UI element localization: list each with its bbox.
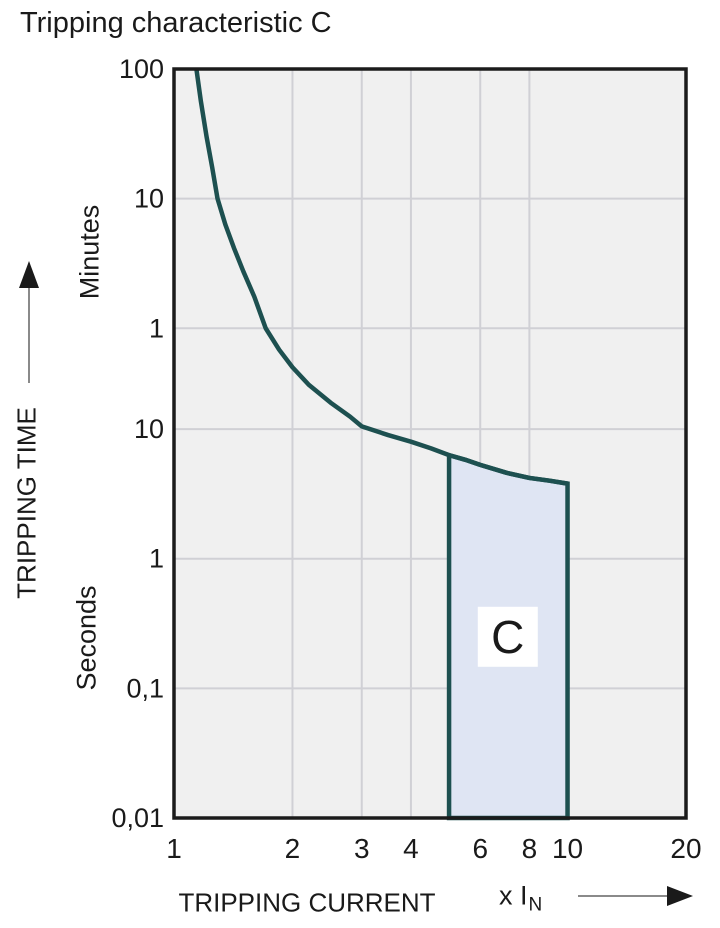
plot-background <box>174 69 686 818</box>
y-tick-label: 100 <box>119 54 164 84</box>
figure-title: Tripping characteristic C <box>20 7 332 39</box>
x-tick-label: 8 <box>522 833 538 864</box>
y-tick-labels: 100 10 1 10 1 0,1 0,01 <box>111 54 164 833</box>
x-tick-label: 10 <box>552 833 583 864</box>
y-tick-label: 1 <box>149 313 164 343</box>
up-arrow-icon <box>19 261 39 383</box>
x-axis-unit-prefix: x I <box>499 880 528 911</box>
x-tick-label: 1 <box>166 833 182 864</box>
y-axis-unit-seconds: Seconds <box>71 585 102 691</box>
x-axis-title: TRIPPING CURRENT <box>178 887 436 918</box>
x-tick-label: 20 <box>670 833 701 864</box>
y-axis-unit-minutes: Minutes <box>74 204 105 300</box>
y-tick-label: 1 <box>149 544 164 574</box>
y-tick-label: 10 <box>134 184 164 214</box>
gridlines <box>174 69 686 818</box>
x-tick-label: 6 <box>472 833 488 864</box>
y-tick-label: 0,1 <box>126 673 164 703</box>
x-axis-unit-subscript: N <box>528 894 543 916</box>
right-arrow-head <box>667 886 693 906</box>
y-tick-label: 10 <box>134 414 164 444</box>
y-axis-title: TRIPPING TIME <box>11 407 42 599</box>
x-tick-label: 4 <box>403 833 419 864</box>
plot-frame <box>172 67 688 820</box>
right-arrow-icon <box>578 886 693 906</box>
x-axis-unit: x IN <box>499 880 542 916</box>
x-tick-labels: 1 2 3 4 6 8 10 20 <box>166 833 701 864</box>
up-arrow-head <box>19 261 39 288</box>
x-tick-label: 2 <box>285 833 301 864</box>
region-label-box <box>477 606 538 667</box>
region-label: C <box>491 611 524 663</box>
y-tick-label: 0,01 <box>111 803 164 833</box>
tripping-curve <box>194 68 568 486</box>
x-tick-label: 3 <box>354 833 370 864</box>
